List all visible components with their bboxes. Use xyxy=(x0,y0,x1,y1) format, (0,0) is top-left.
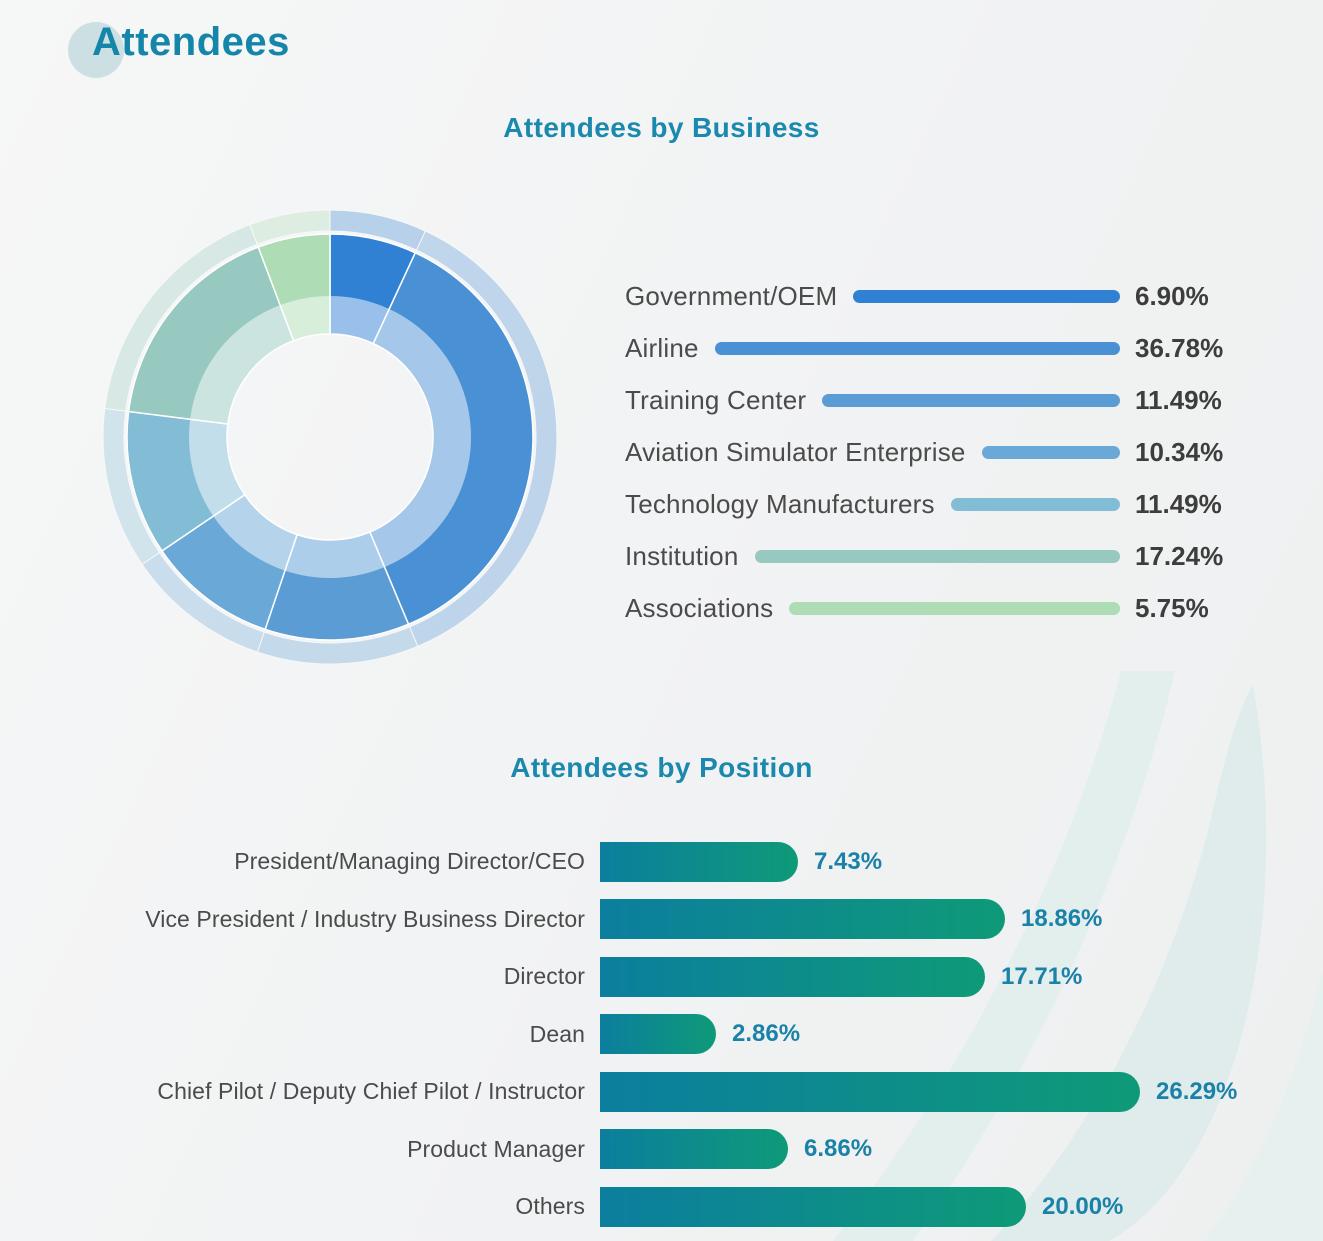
page-title: Attendees xyxy=(92,20,290,64)
bar xyxy=(600,841,798,882)
bar-row: Dean 2.86% xyxy=(80,1006,1323,1064)
legend-item: Technology Manufacturers 11.49% xyxy=(625,478,1237,530)
legend-item: Institution 17.24% xyxy=(625,530,1237,582)
title-accent-circle xyxy=(68,22,124,78)
legend-label: Associations xyxy=(625,592,774,623)
legend-label: Government/OEM xyxy=(625,280,838,311)
position-bar-chart: President/Managing Director/CEO 7.43% Vice… xyxy=(80,833,1323,1236)
bar-value: 2.86% xyxy=(732,1020,801,1048)
bar xyxy=(600,956,985,997)
bar-row: President/Managing Director/CEO 7.43% xyxy=(80,833,1323,891)
bar-category-label: Dean xyxy=(529,1020,585,1047)
bar-row: Product Manager 6.86% xyxy=(80,1121,1323,1179)
bar-row: Chief Pilot / Deputy Chief Pilot / Instr… xyxy=(80,1063,1323,1121)
donut-outer-ring-segment-0 xyxy=(329,209,427,251)
legend-value: 36.78% xyxy=(1135,332,1224,363)
legend-color-bar xyxy=(981,445,1120,459)
donut-inner-highlight-band xyxy=(189,296,471,578)
bar xyxy=(600,1071,1140,1112)
legend-label: Aviation Simulator Enterprise xyxy=(625,436,966,467)
legend-item: Associations 5.75% xyxy=(625,582,1237,634)
bar xyxy=(600,1186,1026,1227)
bar-category-label: Vice President / Industry Business Direc… xyxy=(145,905,585,932)
legend-label: Institution xyxy=(625,540,739,571)
legend-value: 5.75% xyxy=(1135,592,1209,623)
donut-outer-ring-segment-1 xyxy=(408,230,558,648)
bar-value: 20.00% xyxy=(1042,1192,1124,1220)
bar-row: Others 20.00% xyxy=(80,1178,1323,1236)
donut-outer-ring-segment-3 xyxy=(141,551,265,653)
legend-color-bar xyxy=(714,341,1120,355)
business-donut-chart xyxy=(102,209,558,665)
donut-segment-5 xyxy=(127,246,295,425)
donut-outer-ring-segment-4 xyxy=(102,407,161,566)
donut-outer-ring-segment-2 xyxy=(256,626,419,665)
legend-value: 11.49% xyxy=(1135,488,1222,519)
bar xyxy=(600,1014,716,1055)
legend-value: 6.90% xyxy=(1135,280,1209,311)
bar-value: 17.71% xyxy=(1001,962,1083,990)
bar-row: Director 17.71% xyxy=(80,948,1323,1006)
bar-category-label: President/Managing Director/CEO xyxy=(234,848,585,875)
bar-category-label: Chief Pilot / Deputy Chief Pilot / Instr… xyxy=(157,1078,585,1105)
legend-item: Airline 36.78% xyxy=(625,322,1237,374)
bar-category-label: Product Manager xyxy=(407,1135,585,1162)
bar xyxy=(600,899,1005,940)
legend-item: Training Center 11.49% xyxy=(625,374,1237,426)
legend-value: 10.34% xyxy=(1135,436,1224,467)
bar-value: 18.86% xyxy=(1021,905,1103,933)
legend-color-bar xyxy=(789,601,1120,615)
legend-value: 17.24% xyxy=(1135,540,1224,571)
business-legend: Government/OEM 6.90% Airline 36.78% Training… xyxy=(625,270,1237,634)
bar xyxy=(600,1129,788,1170)
legend-item: Aviation Simulator Enterprise 10.34% xyxy=(625,426,1237,478)
bar-category-label: Director xyxy=(503,963,585,990)
bar-category-label: Others xyxy=(515,1193,585,1220)
donut-outer-ring-segment-6 xyxy=(249,209,331,245)
bar-value: 7.43% xyxy=(814,847,883,875)
legend-label: Technology Manufacturers xyxy=(625,488,935,519)
position-chart-title: Attendees by Position xyxy=(510,752,813,783)
bar-row: Vice President / Industry Business Direc… xyxy=(80,891,1323,949)
legend-label: Training Center xyxy=(625,384,807,415)
legend-color-bar xyxy=(853,289,1120,303)
legend-item: Government/OEM 6.90% xyxy=(625,270,1237,322)
donut-outer-ring-segment-5 xyxy=(104,224,258,412)
legend-color-bar xyxy=(754,549,1120,563)
bar-value: 26.29% xyxy=(1156,1077,1238,1105)
legend-color-bar xyxy=(950,497,1120,511)
legend-label: Airline xyxy=(625,332,699,363)
bar-value: 6.86% xyxy=(804,1135,873,1163)
business-chart-title: Attendees by Business xyxy=(503,112,820,143)
legend-value: 11.49% xyxy=(1135,384,1222,415)
legend-color-bar xyxy=(822,393,1120,407)
